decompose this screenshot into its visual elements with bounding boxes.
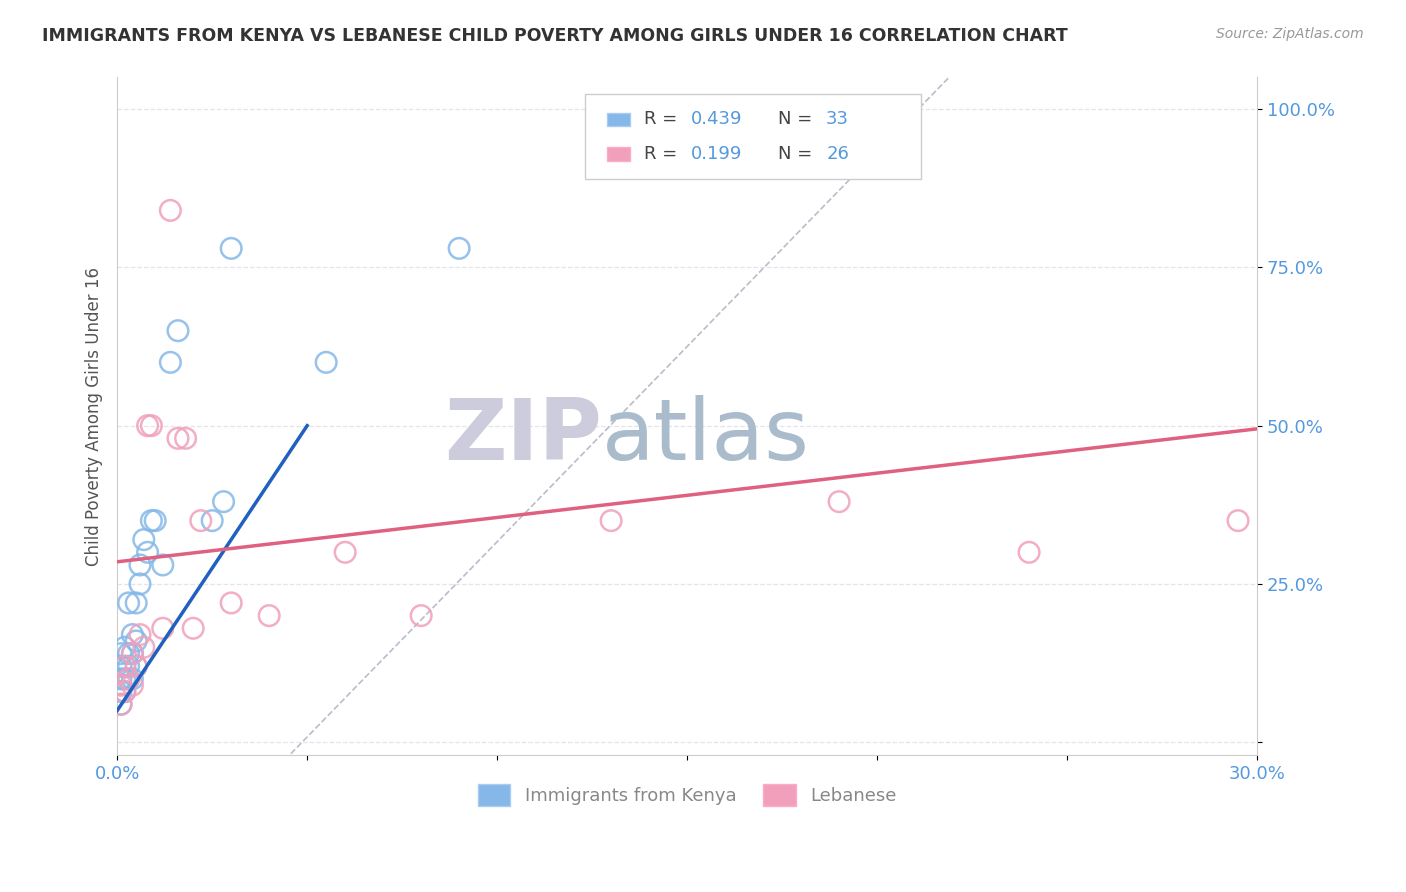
Point: [449, 241, 471, 255]
Text: R =: R =: [644, 111, 683, 128]
Point: [110, 647, 132, 661]
Text: Source: ZipAtlas.com: Source: ZipAtlas.com: [1216, 27, 1364, 41]
Point: [143, 514, 166, 528]
Text: atlas: atlas: [602, 395, 810, 478]
Point: [333, 545, 356, 559]
FancyBboxPatch shape: [607, 112, 630, 126]
Point: [600, 514, 623, 528]
Point: [152, 621, 174, 635]
Point: [219, 241, 242, 255]
Text: R =: R =: [644, 145, 683, 163]
Point: [117, 596, 139, 610]
Point: [117, 672, 139, 686]
Point: [110, 698, 132, 712]
Point: [121, 678, 143, 692]
Text: N =: N =: [779, 111, 818, 128]
Point: [114, 684, 136, 698]
Point: [159, 355, 181, 369]
Point: [114, 684, 136, 698]
Point: [212, 494, 235, 508]
Point: [110, 672, 132, 686]
Point: [129, 577, 152, 591]
Point: [114, 640, 136, 655]
FancyBboxPatch shape: [607, 147, 630, 161]
Point: [125, 659, 148, 673]
Text: 26: 26: [827, 145, 849, 163]
Point: [141, 514, 163, 528]
Point: [1227, 514, 1250, 528]
Point: [174, 431, 197, 445]
Point: [181, 621, 204, 635]
Text: 33: 33: [827, 111, 849, 128]
Point: [190, 514, 212, 528]
Point: [121, 647, 143, 661]
Point: [167, 324, 190, 338]
Point: [129, 558, 152, 572]
Text: 0.199: 0.199: [690, 145, 742, 163]
Point: [125, 659, 148, 673]
Y-axis label: Child Poverty Among Girls Under 16: Child Poverty Among Girls Under 16: [86, 267, 103, 566]
Text: ZIP: ZIP: [444, 395, 602, 478]
Point: [136, 418, 159, 433]
Point: [167, 431, 190, 445]
Text: IMMIGRANTS FROM KENYA VS LEBANESE CHILD POVERTY AMONG GIRLS UNDER 16 CORRELATION: IMMIGRANTS FROM KENYA VS LEBANESE CHILD …: [42, 27, 1069, 45]
Point: [141, 418, 163, 433]
Point: [110, 698, 132, 712]
Point: [121, 672, 143, 686]
Point: [110, 678, 132, 692]
Point: [121, 627, 143, 641]
Legend: Immigrants from Kenya, Lebanese: Immigrants from Kenya, Lebanese: [471, 777, 904, 814]
Point: [129, 627, 152, 641]
Point: [110, 684, 132, 698]
Point: [121, 647, 143, 661]
Point: [159, 203, 181, 218]
Text: N =: N =: [779, 145, 818, 163]
Point: [125, 634, 148, 648]
Point: [411, 608, 433, 623]
FancyBboxPatch shape: [585, 95, 921, 179]
Point: [117, 647, 139, 661]
Point: [132, 533, 155, 547]
Point: [114, 659, 136, 673]
Point: [257, 608, 280, 623]
Point: [110, 659, 132, 673]
Point: [125, 596, 148, 610]
Point: [114, 672, 136, 686]
Point: [152, 558, 174, 572]
Point: [315, 355, 337, 369]
Point: [132, 640, 155, 655]
Point: [117, 672, 139, 686]
Point: [219, 596, 242, 610]
Text: 0.439: 0.439: [690, 111, 742, 128]
Point: [201, 514, 224, 528]
Point: [117, 659, 139, 673]
Point: [114, 659, 136, 673]
Point: [136, 545, 159, 559]
Point: [828, 494, 851, 508]
Point: [1018, 545, 1040, 559]
